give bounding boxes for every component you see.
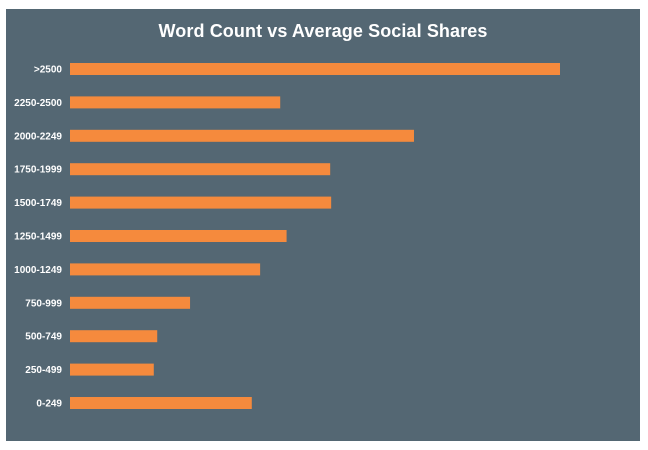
bar [70,330,158,343]
bar [70,363,154,376]
bar [70,96,281,109]
bar [70,196,332,209]
y-tick-label: >2500 [34,65,63,76]
bar [70,230,287,242]
bar [70,263,261,276]
y-tick-label: 1500-1749 [14,198,62,209]
bar [70,63,560,75]
chart-title: Word Count vs Average Social Shares [158,21,488,41]
y-tick-label: 500-749 [25,332,62,343]
y-tick-label: 1000-1249 [14,265,62,276]
y-tick-label: 1750-1999 [14,165,62,176]
bar [70,397,252,409]
y-tick-label: 750-999 [25,298,62,309]
bar [70,129,414,142]
y-tick-label: 2250-2500 [14,98,62,109]
y-tick-label: 1250-1499 [14,232,62,243]
bar-chart: >2500 2250-2500 2000-2249 1750-1999 1500-174… [14,63,560,410]
chart-panel: Word Count vs Average Social Shares >250… [6,9,640,441]
y-tick-label: 0-249 [36,399,62,410]
bar [70,296,191,309]
y-tick-label: 2000-2249 [14,131,62,142]
y-tick-label: 250-499 [25,365,62,376]
bar [70,163,331,176]
